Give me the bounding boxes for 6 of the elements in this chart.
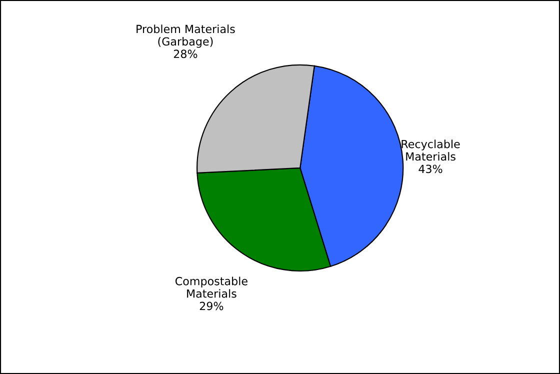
slice-label: Compostable Materials <box>175 276 248 298</box>
slice-label: Problem Materials (Garbage) <box>136 24 235 48</box>
data-label: 29% <box>200 302 224 310</box>
slice-label: Recyclable Materials <box>402 140 460 161</box>
data-label: 43% <box>418 164 442 174</box>
data-label: 28% <box>174 50 198 58</box>
